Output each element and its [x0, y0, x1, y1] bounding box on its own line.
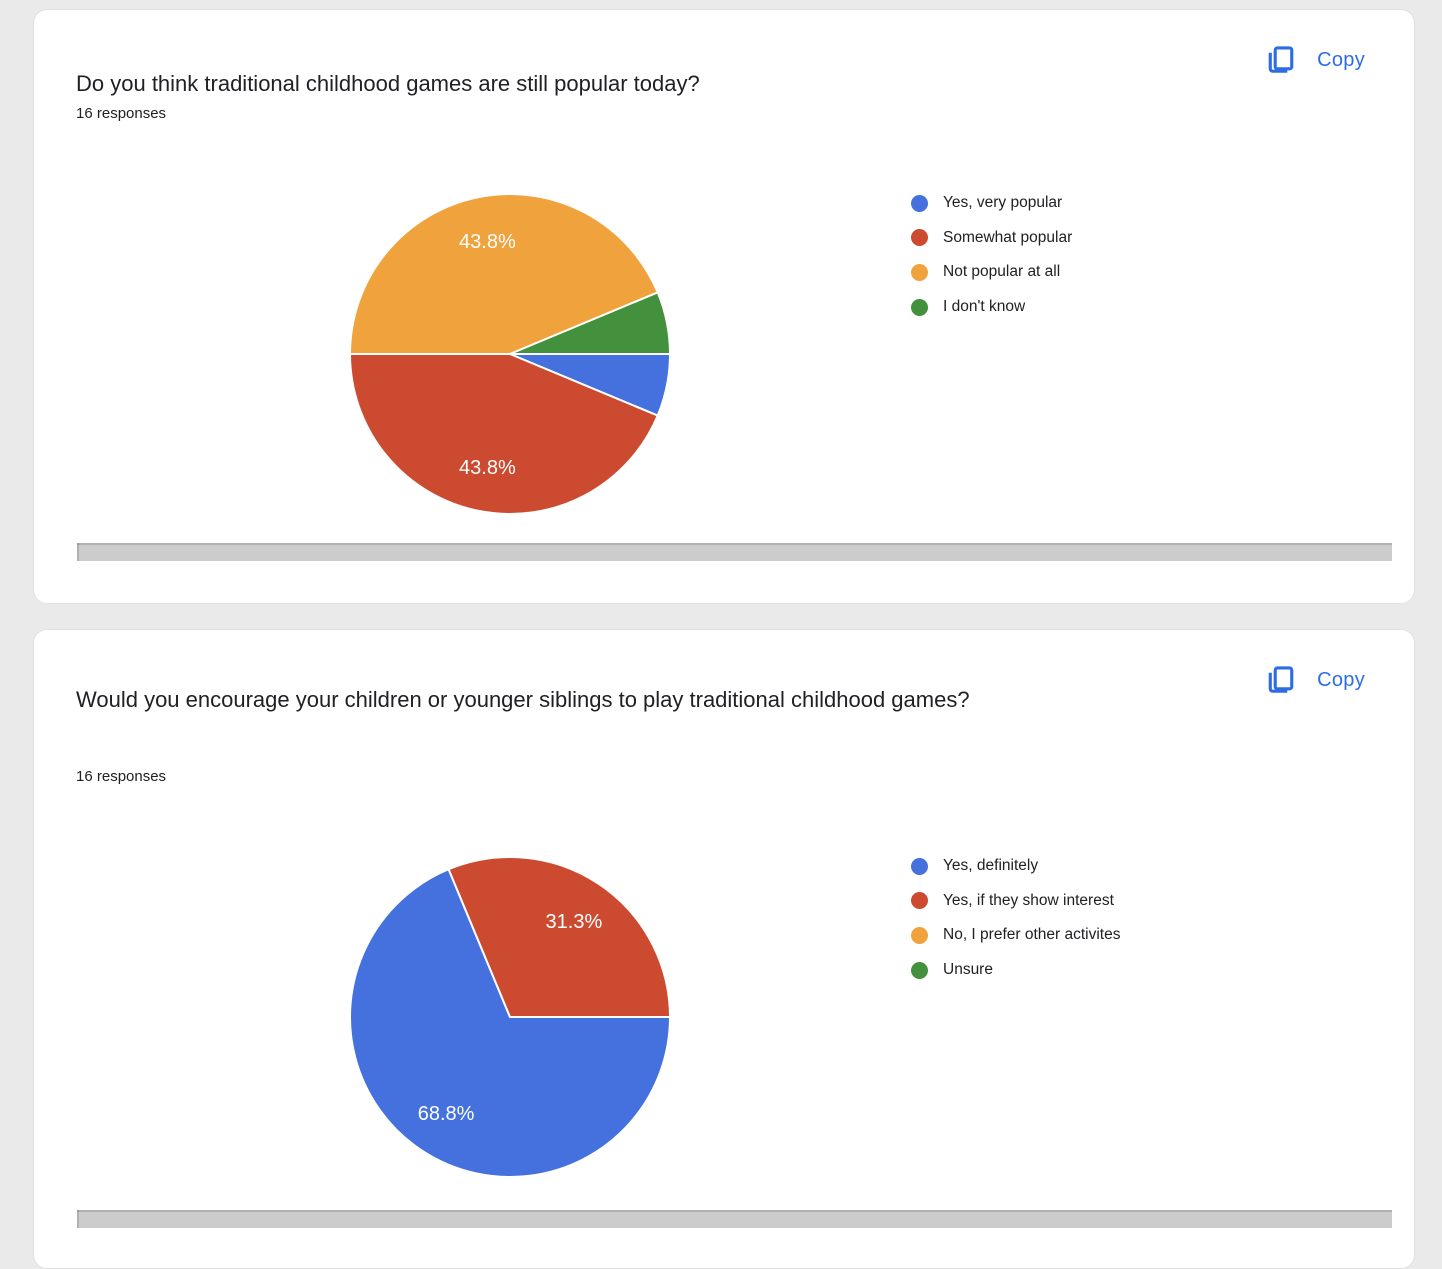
legend-item: I don't know	[911, 290, 1072, 325]
question-card-encourage: Would you encourage your children or you…	[33, 629, 1415, 1269]
chart-legend: Yes, definitely Yes, if they show intere…	[911, 849, 1120, 987]
pie-slice-red	[447, 856, 671, 1018]
legend-dot-red-icon	[911, 229, 928, 247]
copy-icon	[1262, 662, 1297, 698]
legend-item: Somewhat popular	[911, 221, 1072, 256]
legend-label: Not popular at all	[943, 263, 1061, 281]
legend-label: Somewhat popular	[943, 228, 1073, 246]
legend-dot-green-icon	[911, 298, 928, 316]
legend-item: Not popular at all	[911, 255, 1072, 290]
legend-item: No, I prefer other activites	[911, 918, 1120, 953]
copy-button[interactable]: Copy	[1262, 662, 1365, 698]
copy-button-label: Copy	[1317, 48, 1365, 71]
pie-slice-percent-label: 68.8%	[418, 1103, 475, 1125]
legend-item: Yes, if they show interest	[911, 884, 1120, 919]
legend-label: Yes, definitely	[943, 857, 1039, 875]
question-card-popularity: Do you think traditional childhood games…	[33, 9, 1415, 604]
responses-count: 16 responses	[76, 768, 167, 785]
legend-item: Unsure	[911, 953, 1120, 988]
chart-legend: Yes, very popular Somewhat popular Not p…	[911, 186, 1072, 324]
pie-slice-percent-label: 43.8%	[459, 231, 516, 253]
legend-label: Unsure	[943, 961, 993, 979]
legend-dot-red-icon	[911, 892, 928, 910]
horizontal-scrollbar-thumb[interactable]	[77, 1210, 1392, 1228]
legend-dot-blue-icon	[911, 857, 928, 875]
copy-icon	[1262, 42, 1297, 78]
pie-slice-red	[349, 353, 659, 516]
pie-slice-orange	[349, 192, 659, 355]
pie-slice-percent-label: 43.8%	[459, 457, 516, 479]
legend-label: Yes, very popular	[943, 194, 1063, 212]
pie-slice-percent-label: 31.3%	[546, 911, 603, 933]
question-title: Would you encourage your children or you…	[76, 687, 970, 713]
legend-label: I don't know	[943, 298, 1026, 316]
legend-dot-green-icon	[911, 961, 928, 979]
legend-dot-orange-icon	[911, 263, 928, 281]
legend-item: Yes, definitely	[911, 849, 1120, 884]
responses-count: 16 responses	[76, 105, 167, 122]
question-title: Do you think traditional childhood games…	[76, 71, 700, 97]
horizontal-scrollbar-thumb[interactable]	[77, 543, 1392, 561]
legend-label: No, I prefer other activites	[943, 926, 1121, 944]
legend-item: Yes, very popular	[911, 186, 1072, 221]
pie-chart: 68.8% 31.3%	[349, 856, 671, 1178]
copy-button[interactable]: Copy	[1262, 42, 1365, 78]
pie-chart: 43.8% 43.8%	[349, 192, 671, 516]
legend-dot-orange-icon	[911, 926, 928, 944]
copy-button-label: Copy	[1317, 668, 1365, 691]
legend-label: Yes, if they show interest	[943, 891, 1114, 909]
form-responses-page: { "palette": { "blue": "#4471DD", "red":…	[33, 9, 1415, 1269]
pie-slice-green	[509, 291, 671, 355]
pie-slice-blue	[349, 868, 671, 1178]
legend-dot-blue-icon	[911, 194, 928, 212]
